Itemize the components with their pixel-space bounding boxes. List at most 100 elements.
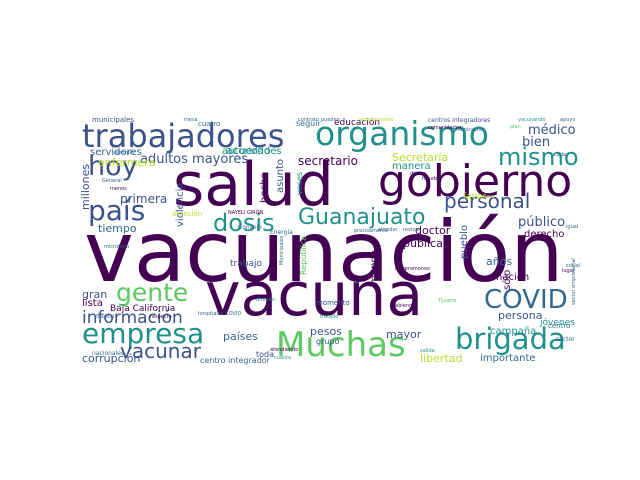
word-carreramonos: carreramonos (395, 266, 430, 272)
word-acuerdo: acuerdo (226, 144, 271, 157)
word-guanajuato: Guanajuato (298, 205, 426, 230)
word-momento: momento (316, 299, 350, 307)
word-apoyo: apoyo (560, 117, 576, 123)
word-tratado: tratado (320, 314, 339, 320)
word-nacion: nación (496, 272, 530, 283)
word-anos: años (486, 255, 513, 268)
word-violencia: violencia (175, 182, 186, 228)
word-hospital: Hospital (94, 314, 115, 320)
word-centros-integradores: centros integradores (428, 117, 491, 124)
word-secretario: secretario (298, 154, 358, 168)
word-cuatro: cuatro (198, 120, 221, 128)
word-tijuana: Tijuana (438, 298, 457, 304)
word-vacuna: vacuna (205, 260, 424, 330)
word-dosis: dosis (213, 209, 275, 237)
word-gobierno: gobierno (378, 156, 573, 207)
word-gente: gente (116, 278, 189, 307)
word-persona: persona (498, 309, 543, 322)
word-pueden: pueden (321, 117, 340, 123)
word-mesa: mesa (184, 117, 198, 123)
word-hecho: hecho (259, 172, 270, 203)
word-brigada: brigada (455, 322, 566, 356)
word-consejo: Consejo (238, 224, 262, 231)
word-publico: público (518, 215, 566, 230)
word-salud: salud (173, 150, 334, 220)
word-pesos: pesos (310, 325, 342, 338)
word-mayor: mayor (386, 328, 422, 341)
word-general: General (102, 178, 122, 184)
word-lista: lista (82, 298, 103, 309)
word-director: director (256, 297, 276, 303)
word-jovenes: jóvenes (540, 318, 575, 328)
word-medico: médico (528, 123, 576, 138)
word-mismo: mismo (498, 143, 579, 171)
word-derecho: derecho (524, 229, 565, 240)
word-representante: representante (358, 117, 394, 123)
word-adultos-mayores: adultos mayores (140, 152, 249, 167)
word-habiendo: habiendo (392, 303, 416, 309)
word-enfermera: enfermera (98, 156, 156, 169)
word-empresa: empresa (82, 317, 205, 350)
word-informacion: información (82, 308, 183, 328)
word-baja-california: Baja California (110, 304, 176, 314)
word-salida: salida (420, 348, 435, 354)
word-corrupcion: corrupción (82, 352, 141, 365)
word-libertad: libertad (420, 352, 463, 365)
word-nacionales: nacionales (92, 350, 125, 357)
word-centro: centro (548, 322, 571, 330)
word-comunicacion: comunicacion (450, 127, 485, 133)
word-covid: COVID (484, 285, 568, 315)
word-atencion: atención (172, 210, 203, 218)
word-nayeli-giron: NAYELI GIRÓN (228, 210, 264, 216)
word-microfono: microfono (104, 244, 130, 250)
word-sector: sector (556, 336, 575, 343)
word-precisamente: precisamente (354, 228, 389, 234)
word-millones: millones (80, 163, 92, 210)
word-doctor: doctor (415, 224, 451, 237)
word-cada: cada (554, 152, 567, 158)
word-paises: países (223, 330, 259, 343)
word-energia: Energía (270, 229, 293, 236)
word-organismo: organismo (315, 115, 489, 153)
word-campana: campaña (490, 326, 537, 337)
word-hoy: hoy (88, 151, 138, 182)
word-cuanto: cuanto (274, 355, 292, 361)
word-personal: personal (444, 189, 531, 213)
word-publica: pública (403, 237, 443, 250)
word-grupo: grupo (316, 337, 340, 346)
word-toda: toda (256, 350, 275, 359)
word-bien: bien (522, 135, 551, 150)
word-ejemplo: ejemplo (114, 150, 135, 156)
word-tiempo: tiempo (98, 222, 137, 235)
word-respecto: respecto (150, 314, 172, 320)
word-uno: uno (485, 194, 495, 200)
word-importante: importante (480, 353, 536, 364)
word-manera: manera (392, 161, 431, 172)
word-pais: país (88, 194, 146, 227)
word-vacunando: vacunando (518, 117, 546, 123)
word-vacunar: vacunar (120, 339, 201, 363)
word-mundo: mundo (369, 250, 380, 285)
word-social: social (566, 263, 580, 269)
word-revisar: revisar (403, 227, 421, 233)
word-servidores: servidores (90, 147, 142, 158)
word-igual: igual (566, 224, 579, 230)
word-comunidades: comunidades (428, 125, 462, 131)
word-seguir: seguir (296, 119, 321, 128)
word-educacion: educación (334, 118, 381, 128)
word-menos: menos (110, 186, 127, 192)
word-atendiendo: atendiendo (270, 347, 299, 353)
word-republica: República (299, 235, 308, 275)
word-hospitales-covid: hospitales COVID (198, 311, 242, 317)
word-cloud-canvas: vacunación vacuna salud gobierno trabaja… (80, 115, 580, 365)
word-solo: sólo (502, 269, 513, 290)
word-autoridades: autoridades (222, 146, 282, 157)
word-municipales: municipales (92, 116, 135, 124)
word-asunto: asunto (275, 158, 286, 193)
word-lugar: lugar (562, 268, 575, 274)
word-municipales-cap: Municipales (279, 235, 285, 266)
word-fraude: fraude (422, 176, 439, 182)
word-gran: gran (82, 288, 108, 301)
word-favor: favor (463, 192, 487, 202)
